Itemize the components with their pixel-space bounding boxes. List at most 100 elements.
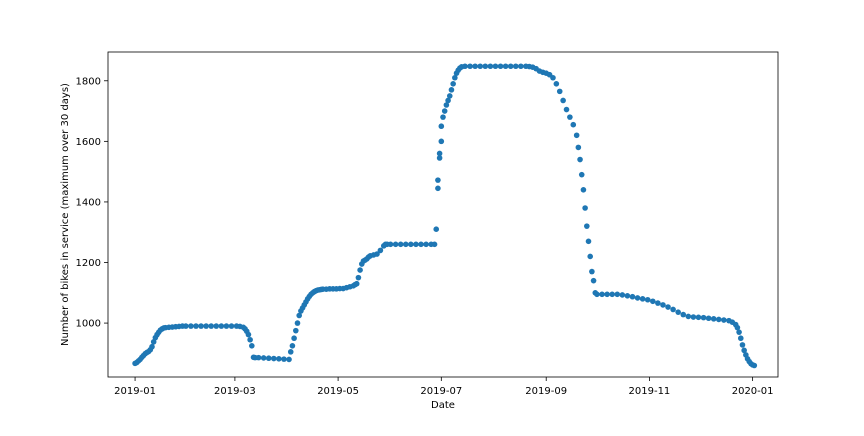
axes-frame — [107, 51, 779, 378]
data-point — [249, 343, 255, 349]
data-point — [286, 356, 292, 363]
data-point — [705, 315, 712, 322]
data-point — [563, 106, 570, 113]
data-point — [357, 267, 363, 273]
y-tick-label: 1200 — [76, 258, 101, 269]
data-point — [650, 298, 656, 305]
data-point — [462, 63, 468, 70]
data-point — [287, 349, 294, 355]
data-point — [560, 97, 566, 104]
data-point — [441, 108, 448, 114]
data-point — [397, 241, 404, 248]
data-point — [690, 314, 697, 320]
data-point — [271, 355, 277, 362]
data-point — [575, 144, 582, 151]
data-point — [570, 121, 577, 128]
data-point — [445, 97, 451, 104]
data-point — [734, 324, 741, 331]
data-point — [408, 241, 414, 248]
data-point — [435, 177, 441, 183]
data-point — [594, 291, 600, 298]
data-point — [443, 102, 450, 108]
data-point — [247, 336, 253, 343]
data-point — [578, 171, 585, 178]
data-point — [440, 114, 446, 120]
data-point — [418, 241, 424, 248]
data-point — [188, 323, 194, 329]
data-point — [660, 302, 666, 308]
data-point — [685, 313, 692, 320]
data-point — [507, 63, 514, 70]
data-point — [585, 238, 592, 245]
data-point — [739, 342, 746, 348]
data-point — [208, 323, 215, 329]
data-point — [680, 311, 687, 318]
data-point — [448, 87, 455, 93]
data-point — [710, 316, 717, 322]
data-point — [587, 253, 593, 260]
data-point — [589, 268, 595, 275]
data-point — [260, 355, 267, 361]
x-axis-label: Date — [431, 400, 455, 411]
data-point — [265, 355, 272, 362]
data-point — [228, 323, 235, 329]
data-point — [599, 291, 605, 298]
data-point — [550, 74, 556, 81]
data-point — [700, 314, 707, 321]
data-point — [721, 317, 727, 323]
data-point — [423, 241, 429, 248]
data-point — [472, 63, 478, 70]
data-point — [183, 323, 189, 329]
data-point — [291, 335, 297, 342]
data-point — [223, 323, 230, 329]
y-tick-label: 1400 — [76, 197, 101, 208]
data-point — [436, 155, 443, 161]
data-point — [512, 63, 519, 70]
data-point — [477, 63, 484, 70]
data-point — [438, 123, 445, 130]
data-point — [213, 323, 220, 329]
data-point — [150, 339, 157, 345]
x-tick-label: 2019-03 — [214, 386, 256, 397]
data-point — [431, 241, 438, 248]
y-tick-label: 1000 — [76, 319, 101, 330]
data-point — [193, 323, 199, 329]
data-point — [374, 251, 380, 257]
data-point — [695, 314, 702, 321]
data-point — [392, 241, 399, 248]
data-point — [487, 63, 494, 70]
data-point — [482, 63, 489, 70]
data-point — [492, 63, 499, 70]
data-point — [289, 343, 296, 349]
data-point — [502, 63, 509, 70]
data-point — [634, 295, 641, 301]
data-point — [387, 241, 394, 248]
data-point — [276, 356, 282, 362]
data-point — [294, 320, 301, 326]
data-point — [655, 300, 661, 306]
data-point — [590, 277, 597, 284]
data-point — [736, 329, 742, 335]
data-point — [198, 323, 204, 329]
data-point — [624, 293, 631, 299]
data-point — [281, 356, 287, 362]
data-point — [715, 316, 722, 323]
data-point — [556, 88, 563, 95]
data-point — [255, 354, 262, 361]
data-point — [450, 81, 456, 87]
data-point — [609, 291, 615, 298]
data-point — [670, 306, 676, 313]
data-point — [573, 132, 580, 139]
data-point — [452, 74, 458, 81]
x-tick-label: 2019-11 — [629, 386, 671, 397]
x-tick-label: 2019-07 — [420, 386, 462, 397]
data-point — [433, 226, 440, 232]
data-point — [467, 63, 473, 70]
x-tick-label: 2020-01 — [732, 386, 774, 397]
data-point — [293, 327, 299, 334]
data-point — [446, 93, 453, 99]
x-axis-ticks: 2019-01 2019-03 2019-05 2019-07 2019-09 2019-… — [114, 377, 774, 397]
data-point — [665, 304, 671, 310]
data-point — [436, 150, 443, 157]
